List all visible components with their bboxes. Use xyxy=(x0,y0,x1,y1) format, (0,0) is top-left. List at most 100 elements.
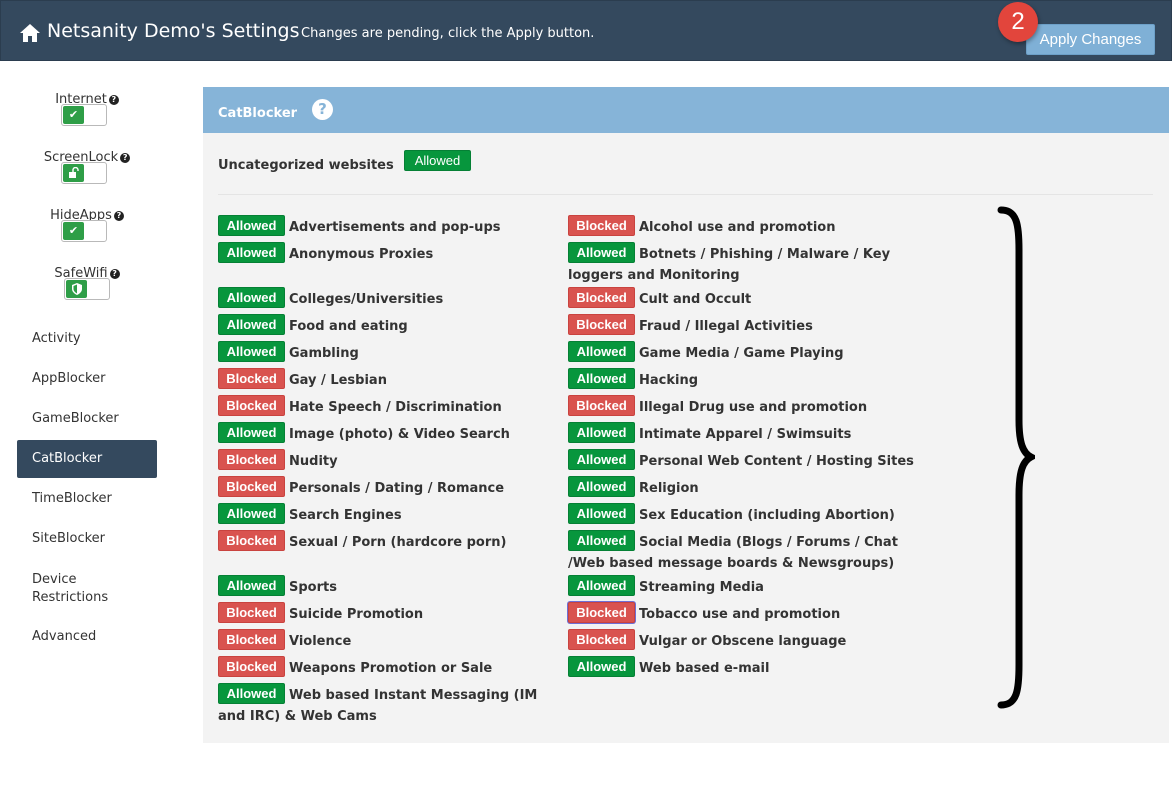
category-row: Blocked Suicide Promotion xyxy=(218,602,563,625)
check-icon: ✔ xyxy=(63,106,84,124)
category-name: Religion xyxy=(639,481,699,496)
annotation-brace xyxy=(997,206,1035,709)
category-row: Allowed Gambling xyxy=(218,341,563,364)
unlock-icon xyxy=(63,164,84,182)
category-status-button[interactable]: Allowed xyxy=(568,656,635,677)
category-row: Allowed Food and eating xyxy=(218,314,563,337)
category-name: Illegal Drug use and promotion xyxy=(639,400,868,415)
category-name: Web based Instant Messaging (IM and IRC)… xyxy=(218,688,538,724)
category-row: Blocked Gay / Lesbian xyxy=(218,368,563,391)
category-status-button[interactable]: Allowed xyxy=(218,575,285,596)
category-status-button[interactable]: Blocked xyxy=(218,449,285,470)
category-status-button[interactable]: Allowed xyxy=(218,314,285,335)
category-status-button[interactable]: Blocked xyxy=(218,629,285,650)
safewifi-toggle-group: SafeWifi? xyxy=(17,262,157,281)
nav-appblocker[interactable]: AppBlocker xyxy=(32,371,106,386)
nav-gameblocker[interactable]: GameBlocker xyxy=(32,411,119,426)
category-status-button[interactable]: Blocked xyxy=(218,395,285,416)
category-row: Allowed Social Media (Blogs / Forums / Ch… xyxy=(568,530,918,574)
internet-toggle-group: Internet? xyxy=(17,88,157,107)
category-status-button[interactable]: Allowed xyxy=(568,368,635,389)
category-row: Allowed Streaming Media xyxy=(568,575,918,598)
category-row: Allowed Game Media / Game Playing xyxy=(568,341,918,364)
catblocker-panel: CatBlocker ? Uncategorized websites Allo… xyxy=(203,87,1169,743)
category-status-button[interactable]: Blocked xyxy=(218,530,285,551)
category-status-button[interactable]: Allowed xyxy=(568,341,635,362)
category-status-button[interactable]: Blocked xyxy=(218,656,285,677)
category-status-button[interactable]: Allowed xyxy=(568,530,635,551)
category-status-button[interactable]: Allowed xyxy=(218,341,285,362)
nav-device-restrictions[interactable]: Device Restrictions xyxy=(32,572,109,605)
category-name: Personals / Dating / Romance xyxy=(289,481,505,496)
category-name: Game Media / Game Playing xyxy=(639,346,844,361)
help-icon[interactable]: ? xyxy=(109,269,120,279)
category-status-button[interactable]: Blocked xyxy=(568,215,635,236)
nav-advanced[interactable]: Advanced xyxy=(32,629,97,644)
category-name: Search Engines xyxy=(289,508,402,523)
category-status-button[interactable]: Blocked xyxy=(568,395,635,416)
nav-catblocker[interactable]: CatBlocker xyxy=(17,440,157,478)
category-status-button[interactable]: Blocked xyxy=(568,314,635,335)
category-status-button[interactable]: Allowed xyxy=(218,503,285,524)
category-row: Allowed Sports xyxy=(218,575,563,598)
category-row: Allowed Botnets / Phishing / Malware / Ke… xyxy=(568,242,918,286)
top-bar: Netsanity Demo's Settings Changes are pe… xyxy=(0,0,1172,61)
category-name: Anonymous Proxies xyxy=(289,247,434,262)
category-status-button[interactable]: Allowed xyxy=(568,476,635,497)
category-status-button[interactable]: Allowed xyxy=(568,575,635,596)
category-status-button[interactable]: Allowed xyxy=(568,242,635,263)
category-name: Violence xyxy=(289,634,352,649)
category-name: Cult and Occult xyxy=(639,292,752,307)
category-status-button[interactable]: Allowed xyxy=(568,503,635,524)
category-row: Allowed Personal Web Content / Hosting Si… xyxy=(568,449,918,472)
category-status-button[interactable]: Allowed xyxy=(568,422,635,443)
screenlock-label: ScreenLock xyxy=(43,150,119,165)
category-row: Blocked Vulgar or Obscene language xyxy=(568,629,918,652)
nav-siteblocker[interactable]: SiteBlocker xyxy=(32,531,105,546)
page-title: Netsanity Demo's Settings xyxy=(47,20,300,42)
screenlock-switch[interactable] xyxy=(61,162,107,184)
category-status-button[interactable]: Allowed xyxy=(218,287,285,308)
category-name: Sexual / Porn (hardcore porn) xyxy=(289,535,507,550)
category-status-button[interactable]: Allowed xyxy=(568,449,635,470)
category-row: Allowed Image (photo) & Video Search xyxy=(218,422,563,445)
category-status-button[interactable]: Allowed xyxy=(218,242,285,263)
category-status-button[interactable]: Blocked xyxy=(218,476,285,497)
category-row: Allowed Advertisements and pop-ups xyxy=(218,215,563,238)
uncategorized-status-button[interactable]: Allowed xyxy=(404,150,471,171)
category-status-button[interactable]: Allowed xyxy=(218,683,285,704)
check-icon: ✔ xyxy=(63,222,84,240)
help-icon[interactable]: ? xyxy=(113,211,124,221)
apply-changes-button[interactable]: Apply Changes xyxy=(1026,24,1155,55)
help-icon[interactable]: ? xyxy=(120,153,131,163)
category-status-button[interactable]: Blocked xyxy=(218,368,285,389)
category-name: Social Media (Blogs / Forums / Chat /Web… xyxy=(568,535,898,571)
safewifi-switch[interactable] xyxy=(64,278,110,300)
help-icon[interactable]: ? xyxy=(312,99,333,120)
internet-switch[interactable]: ✔ xyxy=(61,104,107,126)
category-row: Allowed Web based Instant Messaging (IM a… xyxy=(218,683,563,727)
category-row: Allowed Search Engines xyxy=(218,503,563,526)
category-row: Blocked Hate Speech / Discrimination xyxy=(218,395,563,418)
category-name: Image (photo) & Video Search xyxy=(289,427,510,442)
category-row: Allowed Web based e-mail xyxy=(568,656,918,679)
category-name: Suicide Promotion xyxy=(289,607,424,622)
home-icon[interactable] xyxy=(19,23,41,43)
category-status-button[interactable]: Allowed xyxy=(218,215,285,236)
hideapps-switch[interactable]: ✔ xyxy=(61,220,107,242)
category-name: Nudity xyxy=(289,454,338,469)
help-icon[interactable]: ? xyxy=(108,95,119,105)
hideapps-label: HideApps xyxy=(50,208,112,223)
category-status-button[interactable]: Allowed xyxy=(218,422,285,443)
nav-activity[interactable]: Activity xyxy=(32,331,81,346)
category-status-button[interactable]: Blocked xyxy=(568,287,635,308)
category-name: Botnets / Phishing / Malware / Key logge… xyxy=(568,247,891,283)
shield-icon xyxy=(66,280,87,298)
category-row: Allowed Religion xyxy=(568,476,918,499)
annotation-marker-2: 2 xyxy=(998,2,1038,42)
nav-timeblocker[interactable]: TimeBlocker xyxy=(32,491,112,506)
pending-message: Changes are pending, click the Apply but… xyxy=(301,26,595,41)
category-status-button[interactable]: Blocked xyxy=(218,602,285,623)
category-status-button[interactable]: Blocked xyxy=(568,602,635,623)
category-status-button[interactable]: Blocked xyxy=(568,629,635,650)
